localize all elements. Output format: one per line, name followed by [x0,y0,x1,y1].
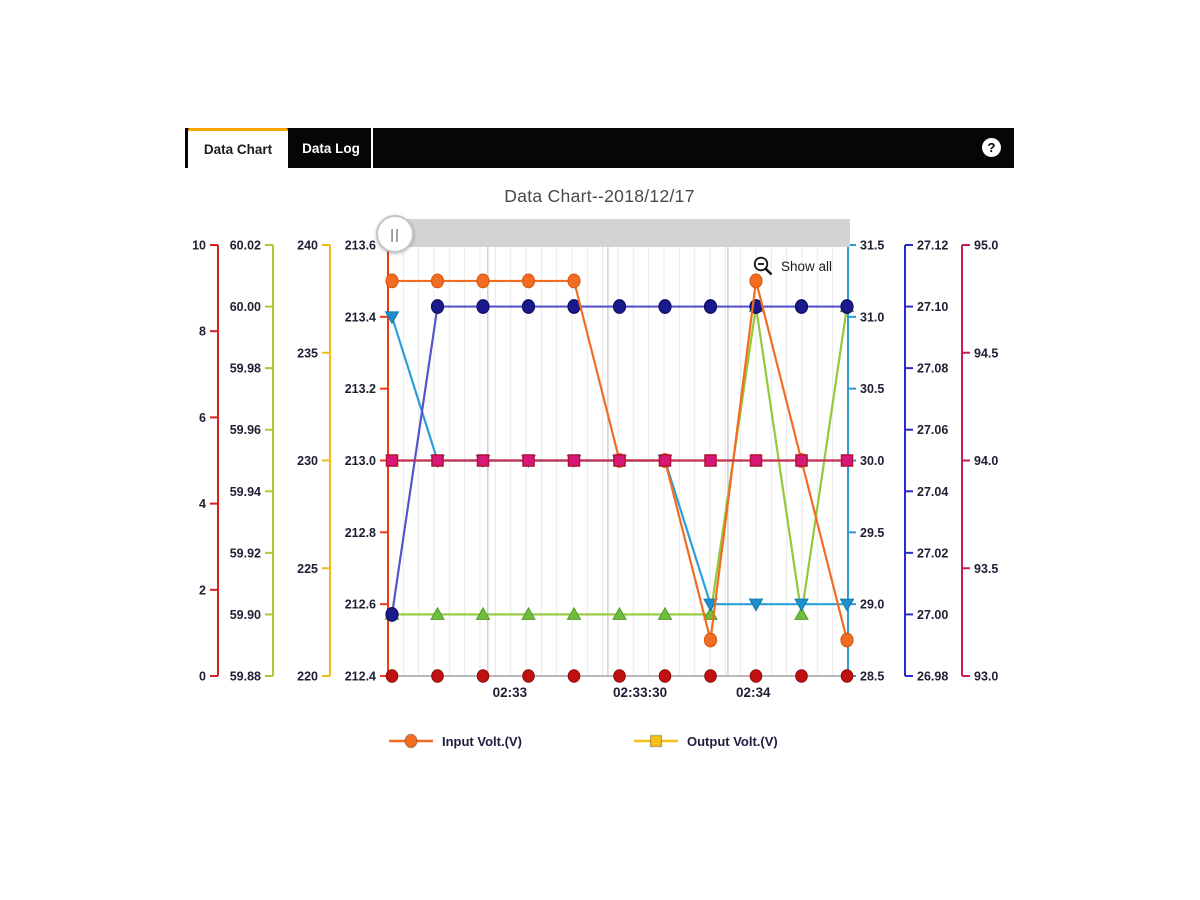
svg-text:230: 230 [297,454,318,468]
legend-marker-icon [389,733,433,749]
legend-label: Output Volt.(V) [687,733,778,749]
y-axis-left-orange: 212.4 212.6 212.8 213.0 213.2 213.4 213.6 [345,239,389,684]
svg-text:59.92: 59.92 [230,546,261,560]
svg-text:30.5: 30.5 [860,382,884,396]
svg-text:27.12: 27.12 [917,239,948,253]
svg-text:213.2: 213.2 [345,382,376,396]
tab-data-chart-label: Data Chart [203,142,273,157]
svg-text:60.00: 60.00 [230,300,261,314]
grip-icon: || [390,226,400,242]
tab-data-chart[interactable]: Data Chart [188,128,288,168]
svg-text:212.4: 212.4 [345,670,376,684]
svg-text:30.0: 30.0 [860,454,884,468]
svg-text:02:33:30: 02:33:30 [613,685,667,700]
svg-text:212.8: 212.8 [345,526,376,540]
svg-text:27.08: 27.08 [917,362,948,376]
svg-text:94.5: 94.5 [974,346,998,360]
svg-text:95.0: 95.0 [974,239,998,253]
series-magenta-square-series [385,454,854,467]
svg-text:31.5: 31.5 [860,239,884,253]
legend-item-input-volt-v[interactable]: Input Volt.(V) [388,733,522,749]
series-navy-circle-series [385,299,854,622]
series-bottom-red-dots [385,669,854,683]
svg-text:4: 4 [199,497,206,511]
show-all-button[interactable]: Show all [752,255,832,278]
svg-text:0: 0 [199,670,206,684]
svg-text:27.00: 27.00 [917,608,948,622]
tab-data-log-label: Data Log [302,140,360,156]
svg-text:2: 2 [199,583,206,597]
svg-text:213.4: 213.4 [345,310,376,324]
svg-text:94.0: 94.0 [974,454,998,468]
svg-text:8: 8 [199,325,206,339]
svg-text:27.10: 27.10 [917,300,948,314]
svg-text:59.90: 59.90 [230,608,261,622]
y-axis-right-navy: 26.98 27.00 27.02 27.04 27.06 27.08 27.10 27.12 [904,239,948,684]
svg-text:27.04: 27.04 [917,485,948,499]
svg-text:60.02: 60.02 [230,239,261,253]
svg-text:27.06: 27.06 [917,423,948,437]
y-axis-left-yellow: 220 225 230 235 240 [297,239,331,684]
svg-text:28.5: 28.5 [860,670,884,684]
svg-text:59.96: 59.96 [230,423,261,437]
legend-marker-icon [634,734,678,748]
svg-text:212.6: 212.6 [345,598,376,612]
show-all-label: Show all [781,259,833,274]
chart-title: Data Chart--2018/12/17 [504,186,695,206]
svg-text:59.98: 59.98 [230,362,261,376]
question-mark-icon: ? [987,140,996,155]
scrollbar-handle[interactable]: || [376,215,414,253]
chart-range-scrollbar[interactable] [396,219,850,247]
svg-text:31.0: 31.0 [860,310,884,324]
svg-text:59.88: 59.88 [230,670,261,684]
svg-text:10: 10 [192,239,206,253]
svg-text:59.94: 59.94 [230,485,261,499]
svg-text:235: 235 [297,346,318,360]
svg-text:29.0: 29.0 [860,598,884,612]
svg-text:02:33: 02:33 [493,685,528,700]
y-axis-left-green: 59.88 59.90 59.92 59.94 59.96 59.98 60.00 60.02 [230,239,274,684]
tab-separator [371,128,373,168]
legend-label: Input Volt.(V) [442,733,522,749]
svg-text:213.0: 213.0 [345,454,376,468]
tab-bar: Data Chart Data Log ? [185,128,1014,168]
zoom-out-icon [753,256,773,276]
svg-text:93.0: 93.0 [974,670,998,684]
svg-text:220: 220 [297,670,318,684]
plot-gridlines [386,245,848,677]
y-axis-right-magenta: 93.0 93.5 94.0 94.5 95.0 [961,239,998,684]
svg-text:240: 240 [297,239,318,253]
svg-text:213.6: 213.6 [345,239,376,253]
svg-text:29.5: 29.5 [860,526,884,540]
tab-data-log[interactable]: Data Log [288,128,374,168]
x-axis-labels: 02:33 02:33:30 02:34 [493,685,771,700]
legend-item-output-volt-v[interactable]: Output Volt.(V) [633,733,778,749]
svg-text:27.02: 27.02 [917,546,948,560]
svg-text:6: 6 [199,411,206,425]
y-axis-left-red: 0 2 4 6 8 10 [192,239,219,684]
svg-text:225: 225 [297,562,318,576]
svg-text:02:34: 02:34 [736,685,771,700]
svg-text:26.98: 26.98 [917,670,948,684]
svg-text:93.5: 93.5 [974,562,998,576]
help-button[interactable]: ? [982,138,1001,157]
